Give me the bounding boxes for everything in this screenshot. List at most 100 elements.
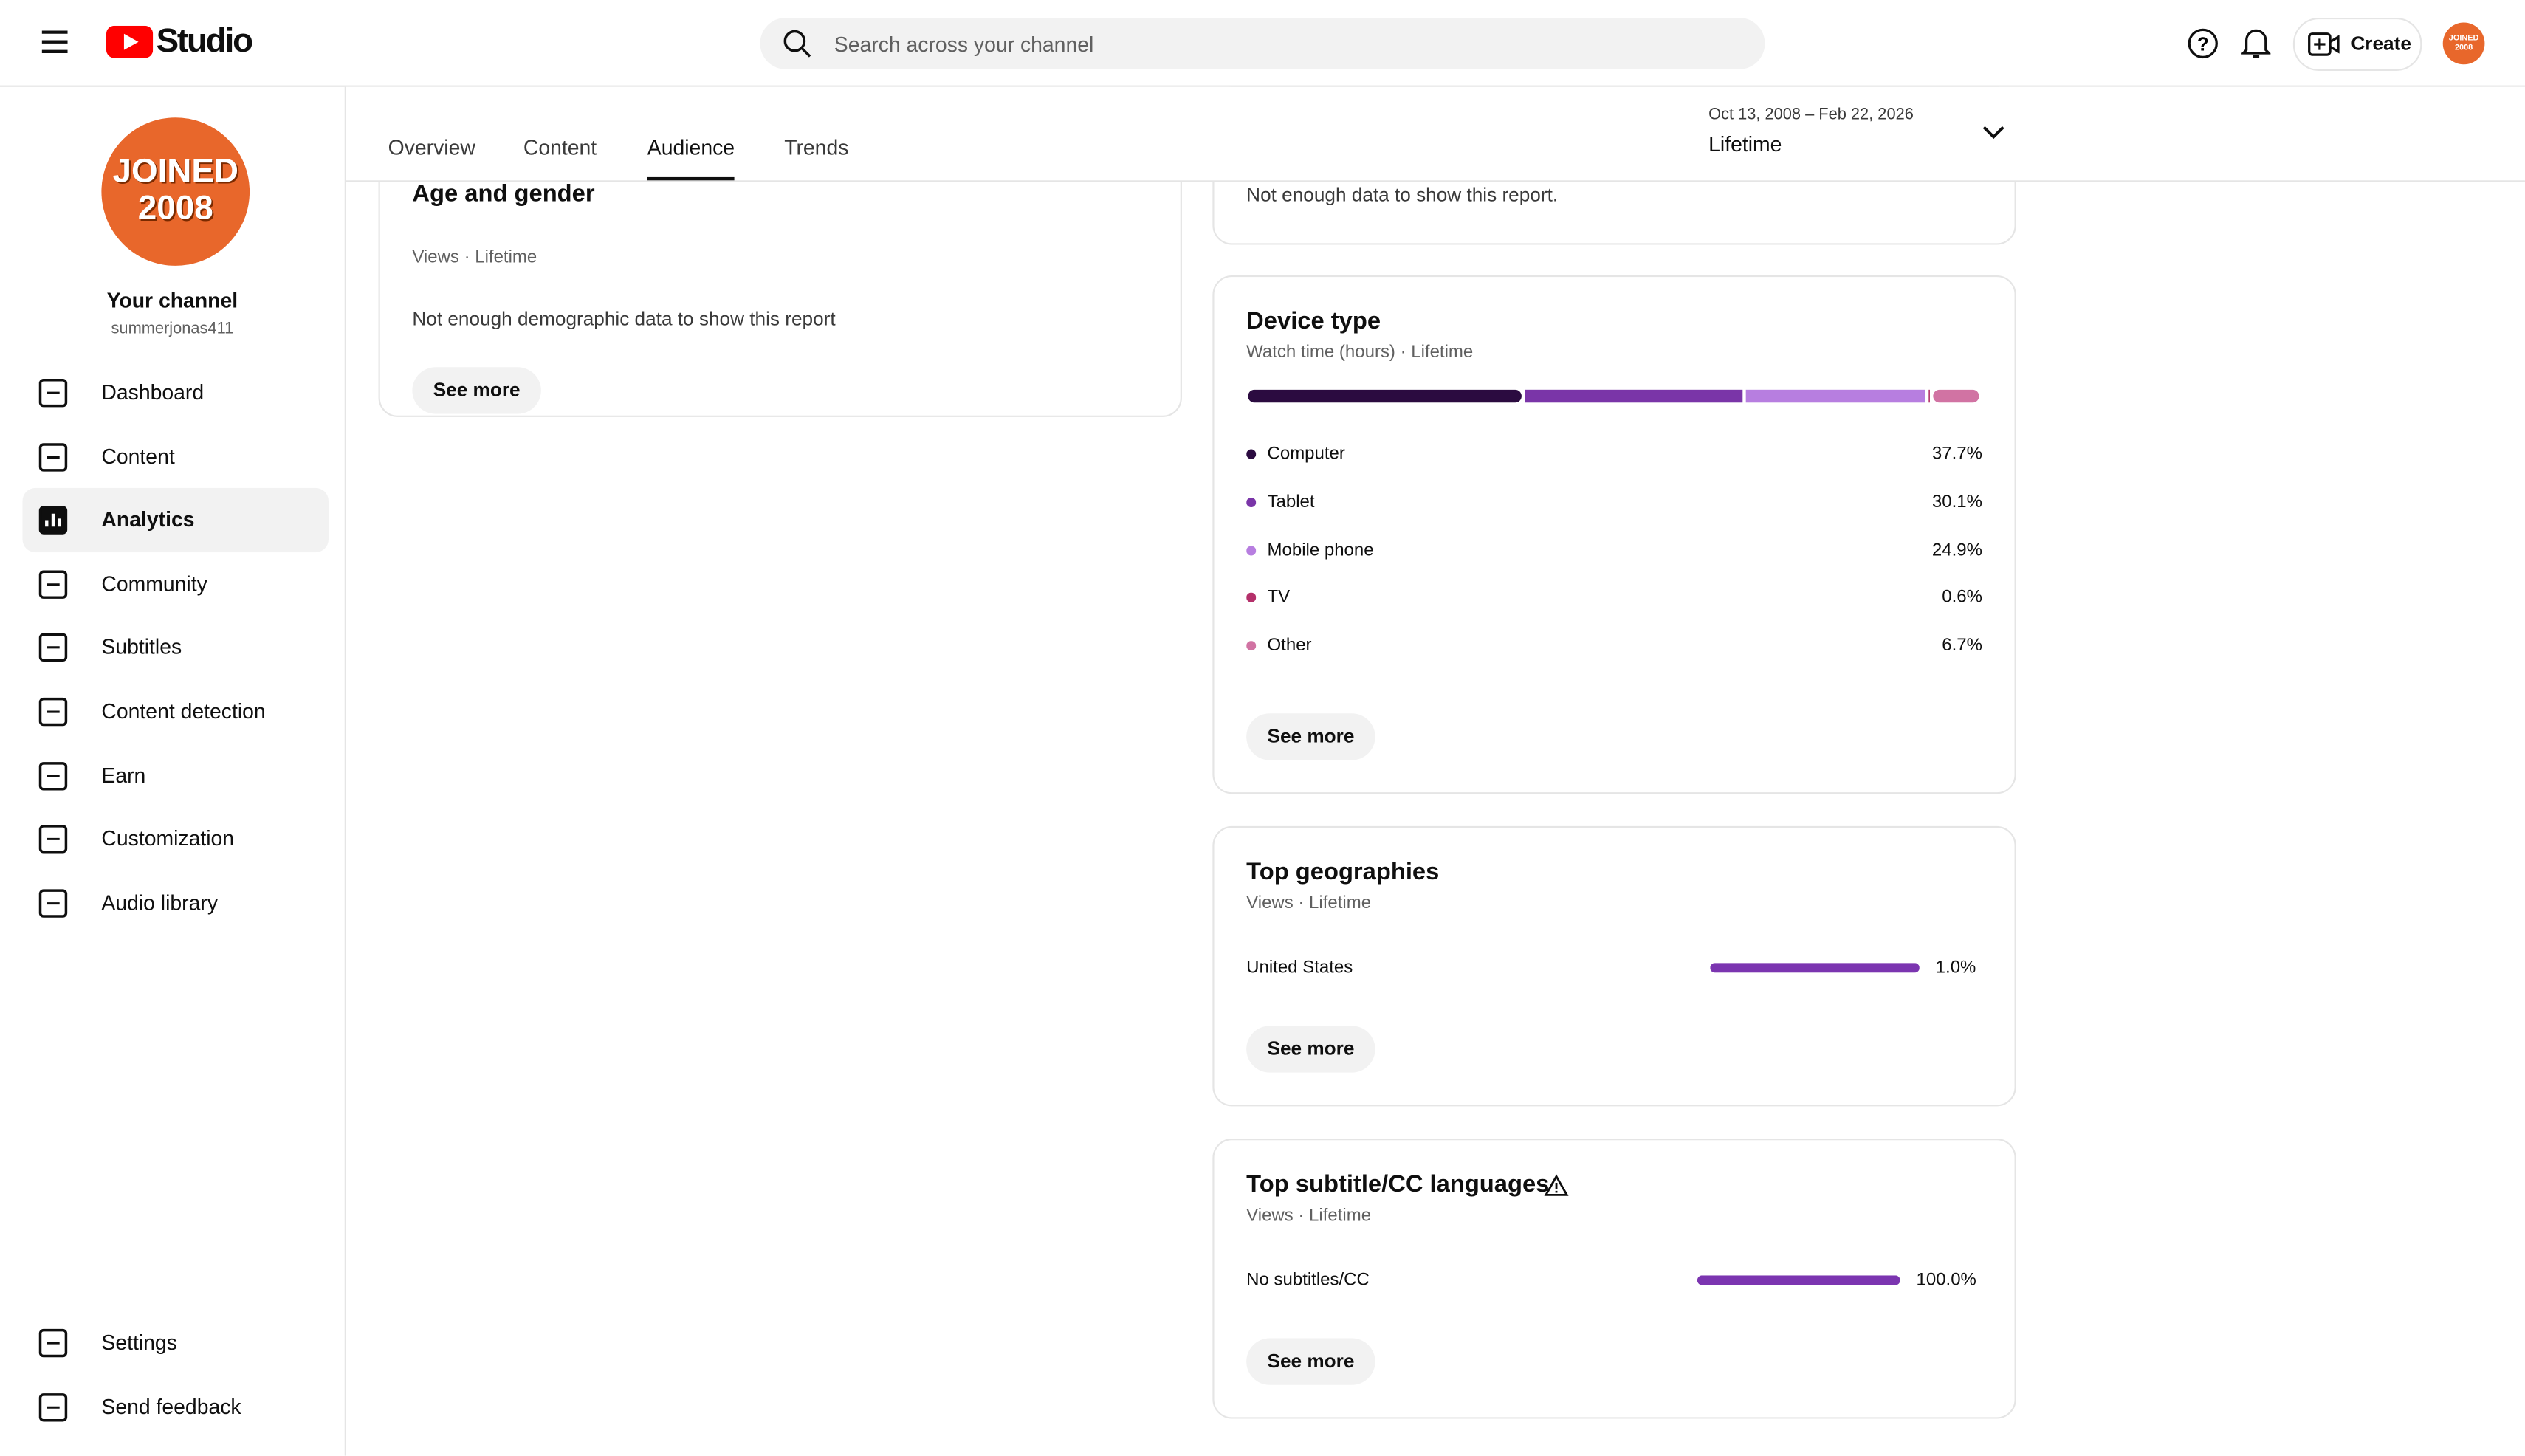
icon-shape (38, 570, 68, 599)
search-icon (783, 30, 811, 58)
nav-label: Dashboard (101, 380, 205, 405)
dot (1246, 641, 1257, 651)
nav-icon (38, 570, 68, 599)
card-title: Age and gender (412, 180, 595, 208)
nav-item[interactable]: Analytics (22, 488, 329, 553)
legend-label: Mobile phone (1267, 540, 1374, 560)
create-label: Create (2351, 32, 2411, 55)
row-label: No subtitles/CC (1246, 1270, 1370, 1291)
account-avatar[interactable]: JOINED 2008 (2442, 22, 2485, 65)
nav-item[interactable]: Settings (23, 1311, 329, 1375)
row-bar (1697, 1275, 1900, 1285)
nav-item[interactable]: Earn (23, 744, 329, 808)
nav-label: Subtitles (101, 635, 182, 659)
nav-label: Settings (101, 1330, 177, 1355)
nav-item[interactable]: Community (23, 552, 329, 617)
legend-label: Tablet (1267, 492, 1315, 512)
bar-segment (1745, 389, 1925, 403)
nav-label: Customization (101, 826, 235, 851)
card-title: Device type (1246, 307, 1381, 335)
date-period[interactable]: Lifetime (1708, 131, 1782, 157)
card-title: Top subtitle/CC languages (1246, 1170, 1550, 1198)
geographies-card: Top geographies Views · Lifetime See mor… (1212, 825, 2016, 1107)
help-icon[interactable]: ? (2187, 27, 2219, 60)
row-value: 100.0% (1916, 1270, 1976, 1291)
nav-item[interactable]: Content detection (23, 679, 329, 744)
channel-avatar[interactable]: JOINED 2008 (101, 117, 250, 266)
icon-shape (45, 514, 61, 527)
tab[interactable]: Overview (388, 135, 475, 159)
bar-segment (1933, 389, 1979, 403)
nav-icon (38, 506, 68, 535)
nav-icon (38, 825, 68, 854)
nav-icon (38, 888, 68, 918)
legend-value: 24.9% (1931, 540, 1982, 560)
empty-message: Not enough data to show this report. (1246, 183, 1559, 207)
nav-item[interactable]: Send feedback (23, 1375, 329, 1439)
svg-text:?: ? (2197, 33, 2209, 55)
icon-shape (38, 825, 68, 854)
nav-icon (38, 1328, 68, 1358)
legend-value: 30.1% (1931, 492, 1982, 512)
card-subtitle: Views · Lifetime (1246, 1206, 1372, 1226)
card-subtitle: Views · Lifetime (412, 247, 537, 268)
channel-label: Your channel (106, 288, 238, 313)
nav-item[interactable]: Dashboard (23, 361, 329, 425)
see-more-button[interactable]: See more (412, 367, 541, 414)
legend-value: 6.7% (1942, 636, 1982, 656)
subtitle-languages-card: Top subtitle/CC languages Views · Lifeti… (1212, 1139, 2016, 1419)
nav-item[interactable]: Subtitles (23, 616, 329, 680)
legend-label: TV (1267, 588, 1291, 608)
legend-value: 0.6% (1942, 588, 1982, 608)
tab[interactable]: Trends (784, 135, 849, 159)
nav-label: Community (101, 571, 207, 596)
sidebar: JOINED 2008 Your channel summerjonas411 D… (0, 86, 346, 1456)
menu-icon[interactable] (41, 30, 68, 53)
nav-icon (38, 761, 68, 790)
channel-handle: summerjonas411 (111, 320, 234, 339)
search-box[interactable]: Search across your channel (760, 17, 1765, 69)
nav-item[interactable]: Customization (23, 807, 329, 871)
create-icon (2308, 32, 2340, 56)
legend-dot (1246, 545, 1257, 555)
nav-item[interactable]: Content (23, 425, 329, 489)
avatar-text: 2008 (137, 190, 213, 227)
nav-icon (38, 378, 68, 408)
row-label: United States (1246, 958, 1353, 978)
nav-icon (38, 697, 68, 727)
legend-dot (1246, 497, 1257, 507)
dot (1246, 497, 1257, 507)
create-button[interactable]: Create (2292, 17, 2422, 71)
notifications-icon[interactable] (2241, 27, 2271, 60)
bar (1710, 963, 1920, 973)
warning-icon[interactable] (1544, 1174, 1569, 1197)
dropdown-icon[interactable] (1982, 126, 2005, 140)
tab[interactable]: Audience (647, 135, 735, 181)
nav-icon (38, 633, 68, 662)
date-range[interactable]: Oct 13, 2008 – Feb 22, 2026 (1708, 106, 1914, 124)
logo-icon (106, 25, 154, 58)
nav-label: Analytics (101, 507, 195, 532)
see-more-button[interactable]: See more (1246, 1338, 1375, 1385)
nav-label: Send feedback (101, 1393, 241, 1418)
nav-icon (38, 1393, 68, 1421)
row-value: 1.0% (1935, 958, 1976, 978)
see-more-button[interactable]: See more (1246, 1026, 1375, 1073)
icon-shape (38, 697, 68, 727)
legend-label: Computer (1267, 444, 1345, 464)
content: Age and gender Views · Lifetime Not enou… (346, 86, 2525, 1456)
dot (1246, 545, 1257, 555)
avatar-text: 2008 (2454, 43, 2473, 53)
legend-dot (1246, 449, 1257, 459)
nav-item[interactable]: Audio library (23, 871, 329, 935)
logo-text[interactable]: Studio (156, 22, 254, 60)
tab[interactable]: Content (523, 135, 597, 159)
nav-label: Earn (101, 762, 146, 787)
empty-message: Not enough demographic data to show this… (412, 307, 836, 331)
see-more-button[interactable]: See more (1246, 713, 1375, 760)
icon-shape (38, 378, 68, 408)
legend-dot (1246, 641, 1257, 651)
bar-segment (1525, 389, 1743, 403)
